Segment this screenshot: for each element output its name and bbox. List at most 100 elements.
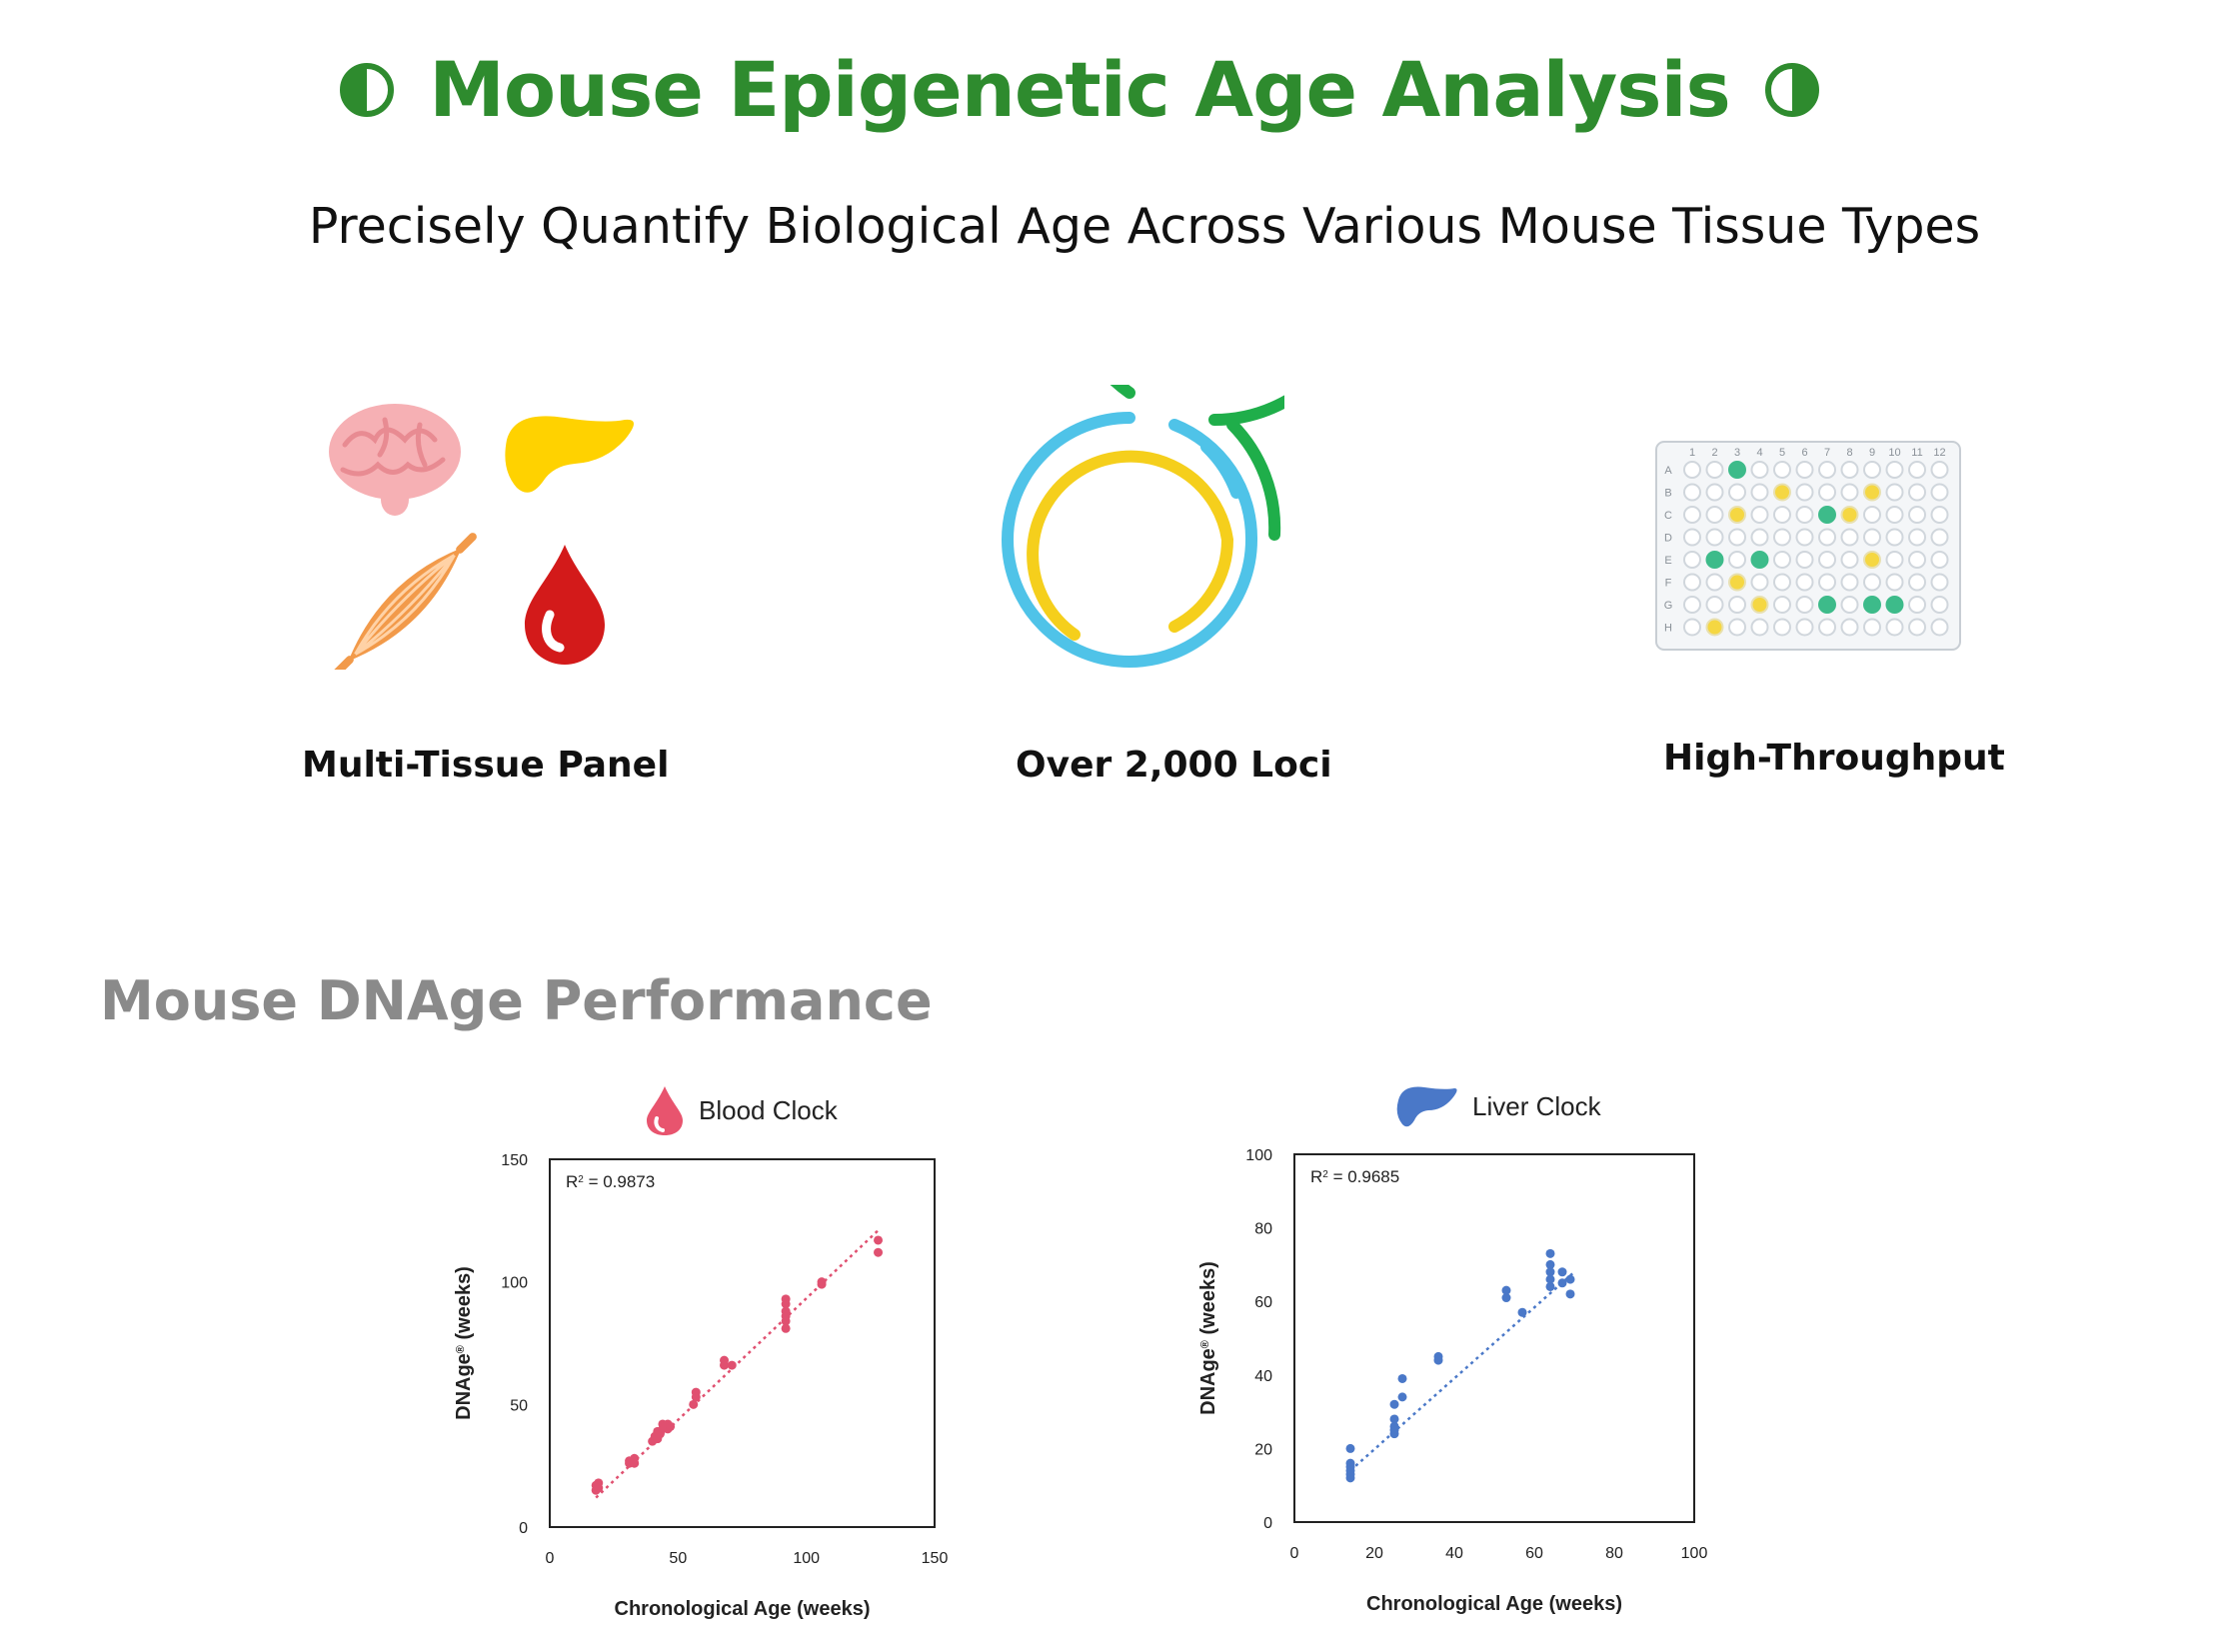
plate-well [1728,528,1746,547]
blood-clock-chart: 0 50 100 150 0 50 100 150 Chronological Age (wee… [453,1152,948,1619]
plate-well [1885,483,1904,502]
plate-well [1840,596,1859,614]
section-heading: Mouse DNAge Performance [100,969,933,1032]
x-tick-label: 100 [1681,1545,1708,1562]
trend-line [1349,1270,1575,1472]
plate-well [1930,618,1949,637]
plate-well [1930,506,1949,524]
data-point [720,1355,730,1365]
plate-well [1863,618,1881,637]
data-point [1345,1443,1355,1453]
plate-column-label: 7 [1824,447,1830,459]
trend-line [595,1229,880,1499]
muscle-icon [333,533,477,670]
plate-column-label: 3 [1734,447,1740,459]
r-squared-annotation: R2 = 0.9685 [1310,1167,1399,1186]
plate-well [1908,461,1926,479]
plate-column-label: 11 [1911,447,1922,459]
plate-well [1908,618,1926,637]
plate-row-label: F [1665,578,1672,590]
plate-well [1795,506,1814,524]
plate-well [1728,618,1746,637]
plate-well [1795,528,1814,547]
loci-rings-icon [1002,385,1284,668]
plate-well [1683,483,1701,502]
plate-well [1863,506,1881,524]
y-tick-label: 80 [1254,1221,1272,1238]
plate-well [1705,551,1724,569]
plate-well [1930,551,1949,569]
plate-well [1750,551,1769,569]
plate-well [1818,551,1836,569]
plate-well [1795,573,1814,592]
plate-well [1795,596,1814,614]
plate-well [1773,506,1791,524]
plate-well [1885,573,1904,592]
plate-well [1683,506,1701,524]
half-circle-icon [340,62,395,117]
y-tick-label: 150 [501,1152,528,1169]
plate-well [1795,461,1814,479]
half-circle-icon [1764,62,1819,117]
page-subtitle: Precisely Quantify Biological Age Across… [308,198,1981,255]
plate-well [1840,573,1859,592]
plate-well [1863,596,1881,614]
plate-well [1683,573,1701,592]
data-point [1565,1289,1575,1299]
y-axis-label: DNAge® (weeks) [1197,1261,1219,1415]
plate-well [1750,461,1769,479]
plate-well [1683,551,1701,569]
plate-well [1863,551,1881,569]
plate-column-label: 4 [1756,447,1762,459]
plate-well [1728,506,1746,524]
data-point [1501,1285,1511,1295]
plate-well [1908,506,1926,524]
plate-well [1773,461,1791,479]
feature-label-loci: Over 2,000 Loci [1016,745,1332,786]
data-point [781,1306,791,1316]
blood-drop-icon [647,1086,683,1135]
plate-column-label: 5 [1779,447,1785,459]
plate-well [1795,551,1814,569]
plate-well [1818,461,1836,479]
plate-row-label: A [1664,465,1672,477]
plate-well [1773,528,1791,547]
plate-well [1750,573,1769,592]
plate-well [1705,461,1724,479]
plate-well [1818,596,1836,614]
plate-well [1750,483,1769,502]
plate-well [1750,596,1769,614]
plate-column-label: 1 [1689,447,1695,459]
data-point [1433,1351,1443,1361]
plate-column-label: 9 [1869,447,1875,459]
plate-well [1728,596,1746,614]
plate-well [1885,461,1904,479]
plate-well [1930,528,1949,547]
plate-well [1795,618,1814,637]
plate-well [1930,483,1949,502]
y-tick-label: 100 [501,1275,528,1292]
data-point [727,1360,737,1370]
plate-well [1795,483,1814,502]
data-point [1557,1267,1567,1277]
plate-well [1683,618,1701,637]
blood-drop-icon [525,545,605,665]
plate-row-label: B [1664,488,1671,500]
plate-well [1773,596,1791,614]
plate-well [1930,596,1949,614]
plate-well [1818,528,1836,547]
plate-well [1750,528,1769,547]
plate-column-label: 6 [1801,447,1807,459]
plate-well [1728,461,1746,479]
plate-row-label: D [1664,533,1672,545]
y-tick-label: 50 [510,1397,528,1414]
plate-well [1773,551,1791,569]
title-text: Mouse Epigenetic Age Analysis [429,45,1731,134]
feature-label-throughput: High-Throughput [1663,738,2005,779]
plate-well [1885,528,1904,547]
plate-well [1908,596,1926,614]
y-tick-label: 20 [1254,1441,1272,1458]
y-tick-label: 100 [1245,1147,1272,1164]
plate-well [1908,528,1926,547]
